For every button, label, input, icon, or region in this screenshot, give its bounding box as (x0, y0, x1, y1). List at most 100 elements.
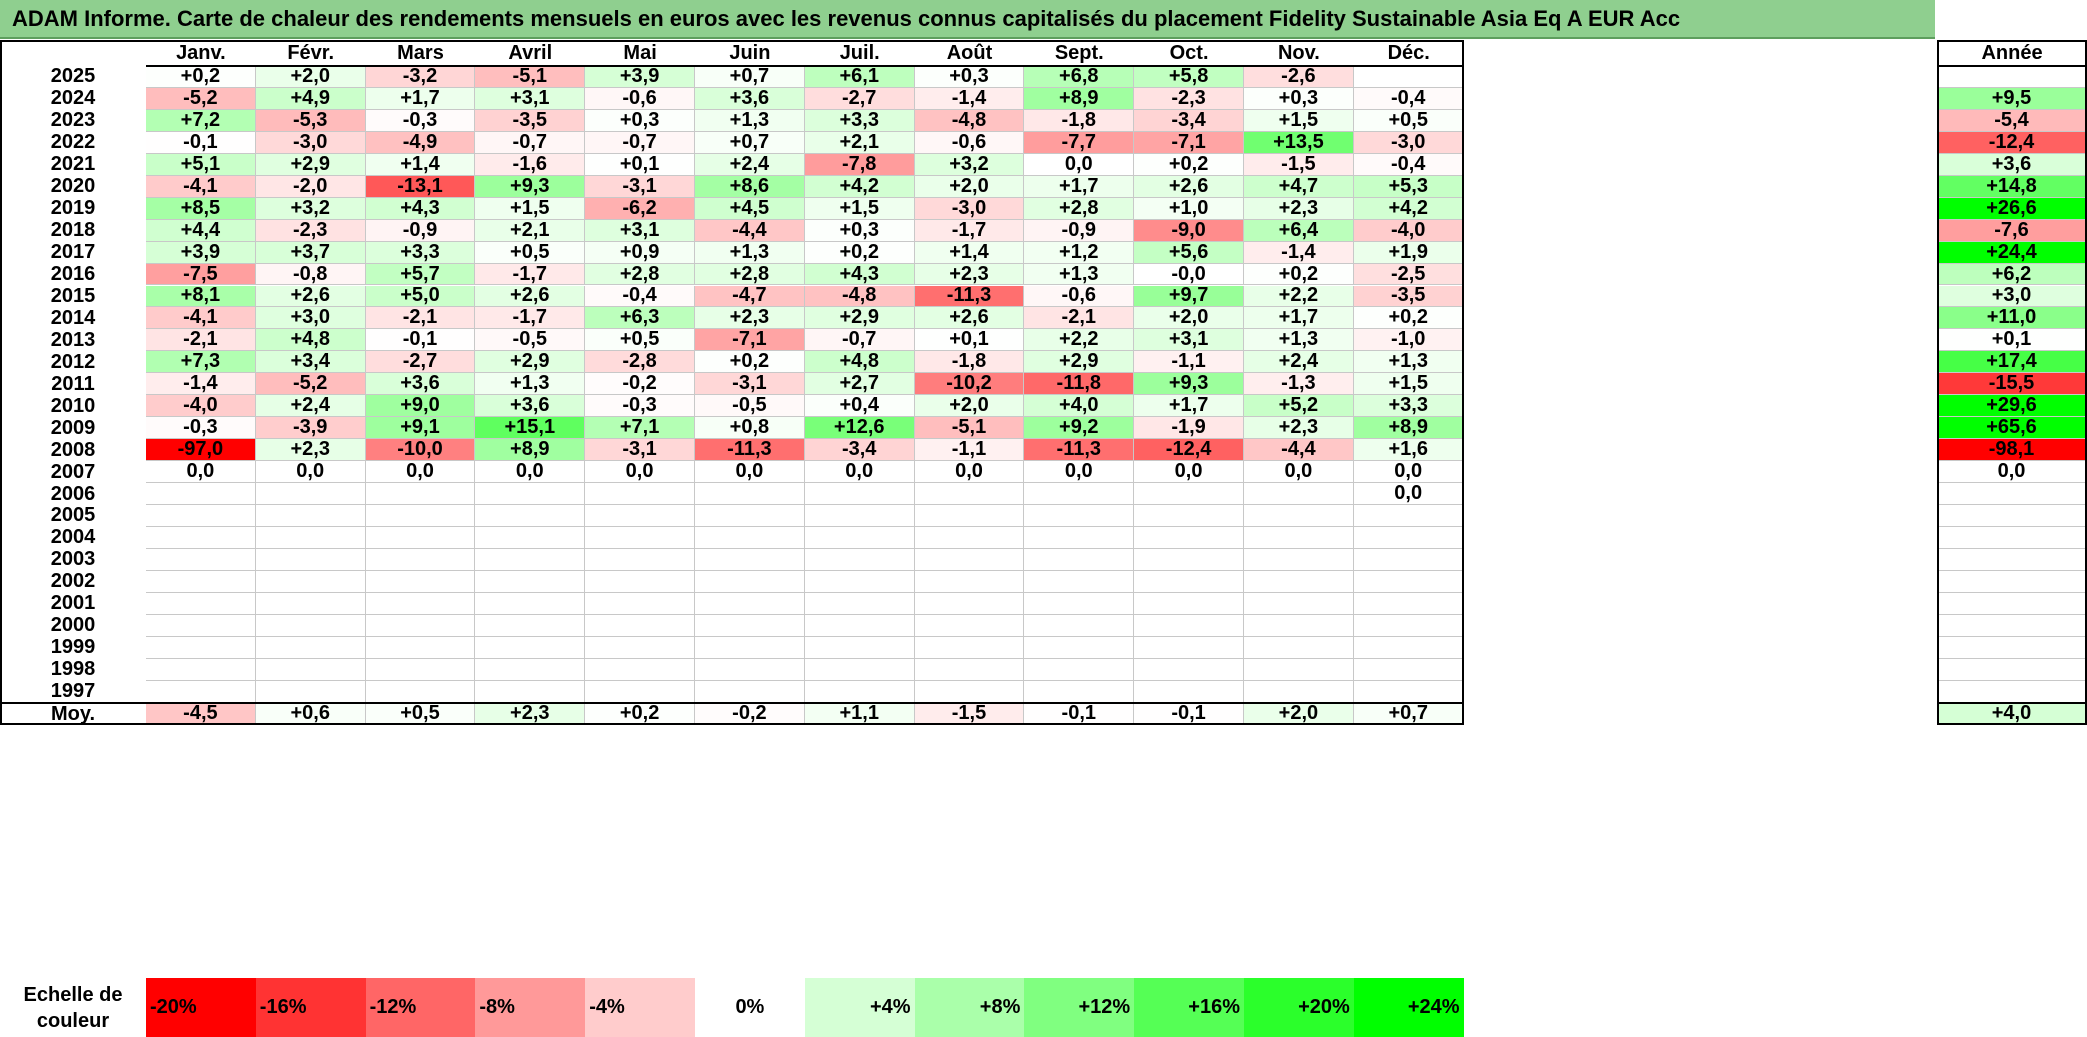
heatmap-cell (475, 614, 586, 637)
heatmap-cell: -2,3 (255, 219, 366, 242)
heatmap-cell: -9,0 (1134, 219, 1244, 242)
heatmap-cell: -3,9 (255, 416, 366, 440)
year-label: 2012 (50, 350, 96, 373)
heatmap-cell: +0,2 (804, 241, 915, 264)
heatmap-cell: +4,9 (255, 87, 366, 110)
heatmap-cell: -3,0 (255, 131, 366, 154)
heatmap-cell: -0,4 (585, 284, 695, 308)
heatmap-cell: -1,7 (475, 306, 586, 330)
month-header: Nov. (1277, 41, 1320, 64)
year-label: 2013 (50, 328, 96, 351)
heatmap-cell: +6,8 (1024, 65, 1135, 88)
annual-cell: +14,8 (1937, 175, 2087, 198)
heatmap-cell: -1,4 (914, 87, 1025, 110)
annual-cell (1937, 548, 2087, 571)
annual-cell: +17,4 (1937, 350, 2087, 374)
heatmap-cell: -7,1 (695, 328, 805, 352)
heatmap-cell (695, 614, 805, 637)
year-label: 2002 (50, 570, 96, 593)
heatmap-cell: -0,0 (1134, 263, 1244, 286)
heatmap-cell (585, 505, 695, 527)
heatmap-cell: 0,0 (1244, 460, 1354, 484)
heatmap-cell: -5,2 (146, 87, 256, 110)
heatmap-cell: +2,0 (1134, 306, 1244, 330)
heatmap-cell: -0,3 (146, 416, 256, 440)
heatmap-cell: +2,4 (695, 153, 805, 176)
color-scale-swatch: +4% (804, 978, 915, 1037)
heatmap-cell: -4,0 (1353, 219, 1464, 242)
heatmap-cell: +2,6 (255, 284, 366, 308)
month-header: Mars (397, 41, 444, 64)
annual-cell: +3,0 (1937, 284, 2087, 308)
heatmap-cell: -13,1 (365, 175, 476, 198)
heatmap-cell: +2,9 (255, 153, 366, 176)
heatmap-cell: +2,4 (255, 394, 366, 418)
year-label: 2000 (50, 614, 96, 637)
heatmap-cell: +0,5 (1353, 109, 1464, 132)
year-label: 2009 (50, 416, 96, 439)
year-label: 2006 (50, 482, 96, 505)
heatmap-cell: +1,3 (1353, 350, 1464, 374)
heatmap-cell: 0,0 (1024, 153, 1135, 176)
average-cell: +0,7 (1353, 702, 1464, 725)
heatmap-cell: +3,2 (255, 197, 366, 220)
heatmap-cell: -3,4 (804, 438, 915, 462)
heatmap-cell (1024, 570, 1135, 593)
heatmap-cell: -0,6 (1024, 284, 1135, 308)
heatmap-cell: -2,0 (255, 175, 366, 198)
heatmap-cell: 0,0 (914, 460, 1025, 484)
heatmap-cell: +2,4 (1244, 350, 1354, 374)
heatmap-cell: +0,2 (695, 350, 805, 374)
heatmap-cell: +1,4 (365, 153, 476, 176)
heatmap-cell (914, 570, 1025, 593)
heatmap-cell: +1,6 (1353, 438, 1464, 462)
heatmap-cell: -10,2 (914, 372, 1025, 396)
heatmap-cell (585, 548, 695, 571)
heatmap-cell (804, 548, 915, 571)
heatmap-cell (146, 505, 256, 527)
average-cell: -1,5 (914, 702, 1025, 725)
heatmap-cell: +2,0 (255, 65, 366, 88)
heatmap-cell: +0,3 (914, 65, 1025, 88)
heatmap-cell: -4,8 (914, 109, 1025, 132)
heatmap-cell (255, 548, 366, 571)
heatmap-cell (1353, 66, 1464, 88)
heatmap-cell: -0,4 (1353, 153, 1464, 176)
year-label: 2017 (50, 241, 96, 264)
heatmap-cell (585, 658, 695, 681)
heatmap-cell (914, 548, 1025, 571)
annual-cell (1937, 66, 2087, 88)
color-scale-swatch: +24% (1353, 978, 1464, 1037)
heatmap-cell (695, 658, 805, 681)
heatmap-cell: +6,1 (804, 65, 915, 88)
heatmap-cell: +0,5 (475, 241, 586, 264)
heatmap-cell (804, 680, 915, 703)
heatmap-cell (914, 614, 1025, 637)
heatmap-cell: -4,1 (146, 175, 256, 198)
heatmap-cell (914, 505, 1025, 527)
heatmap-cell: -1,7 (475, 263, 586, 286)
heatmap-cell: 0,0 (1024, 460, 1135, 484)
heatmap-cell: -1,1 (914, 438, 1025, 462)
annual-cell (1937, 592, 2087, 615)
heatmap-cell: +7,3 (146, 350, 256, 374)
heatmap-cell: -0,7 (804, 328, 915, 352)
heatmap-cell: +2,0 (914, 175, 1025, 198)
heatmap-cell (1244, 483, 1354, 505)
annual-cell: +11,0 (1937, 306, 2087, 330)
heatmap-cell: +3,4 (255, 350, 366, 374)
heatmap-cell: -1,4 (146, 372, 256, 396)
heatmap-cell (1353, 526, 1464, 549)
average-divider (0, 702, 1464, 704)
heatmap-cell: +0,2 (1353, 306, 1464, 330)
heatmap-cell: -0,9 (365, 219, 476, 242)
heatmap-cell (365, 592, 476, 615)
heatmap-cell: +8,9 (475, 438, 586, 462)
heatmap-cell: +2,2 (1024, 328, 1135, 352)
color-scale-swatch: -12% (365, 978, 476, 1037)
heatmap-cell: +4,8 (255, 328, 366, 352)
heatmap-cell: +1,3 (1024, 263, 1135, 286)
heatmap-cell (1024, 548, 1135, 571)
year-label: 2023 (50, 109, 96, 132)
heatmap-cell: -2,7 (365, 350, 476, 374)
